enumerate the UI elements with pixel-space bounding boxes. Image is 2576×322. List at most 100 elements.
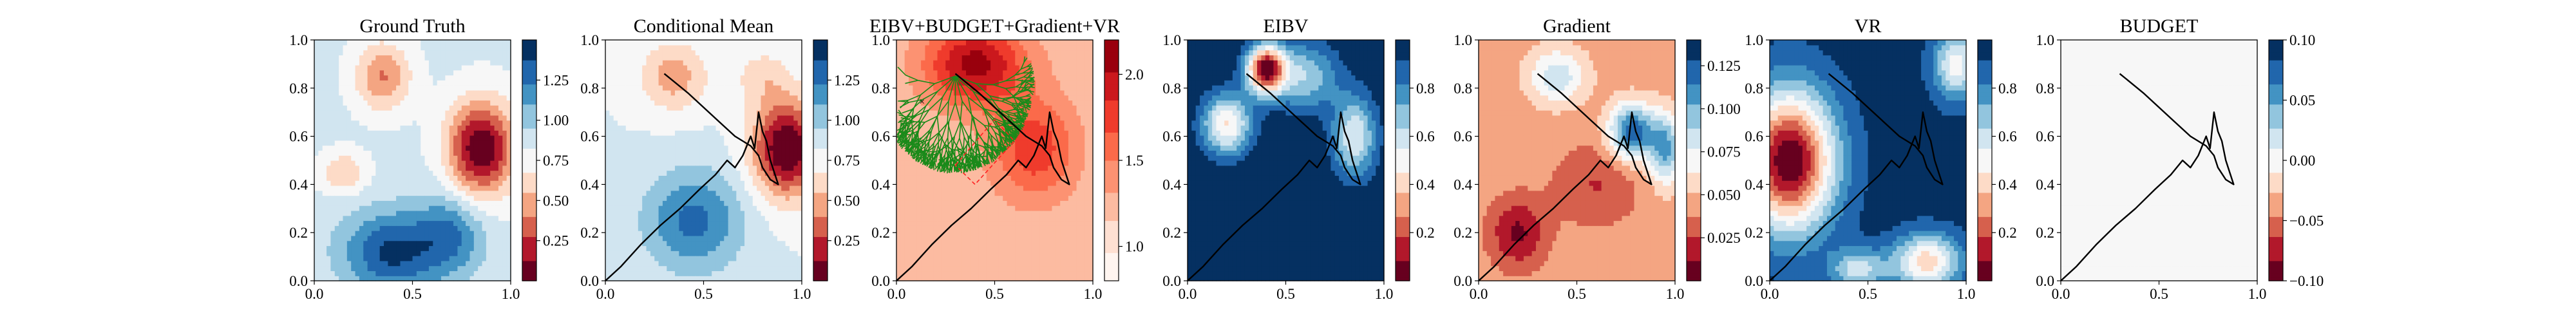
heatmap-cell [457,260,462,267]
heatmap-cell [687,231,692,236]
heatmap-cell [793,270,799,276]
heatmap-cell [618,105,623,111]
heatmap-cell [408,130,413,136]
heatmap-cell [797,220,802,226]
heatmap-cell [449,270,454,276]
heatmap-cell [695,260,700,267]
heatmap-cell [748,276,753,281]
heatmap-cell [900,55,905,61]
heatmap-cell [703,235,708,242]
heatmap-cell [605,235,610,242]
heatmap-cell [605,135,610,141]
heatmap-cell [773,265,778,272]
heatmap-cell [609,75,614,80]
heatmap-cell [346,44,352,51]
heatmap-cell [461,205,466,211]
heatmap-cell [757,245,762,251]
heatmap-cell [384,185,388,191]
heatmap-cell [437,105,442,111]
heatmap-cell [449,145,454,151]
heatmap-cell [433,245,438,251]
heatmap-cell [355,200,360,206]
heatmap-cell [449,245,454,251]
heatmap-cell [494,215,499,222]
heatmap-cell [327,180,332,186]
heatmap-cell [642,155,647,161]
heatmap-cell [797,256,802,261]
heatmap-cell [732,55,737,61]
heatmap-cell [630,90,635,96]
heatmap-cell [909,185,914,191]
heatmap-cell [433,90,438,96]
heatmap-cell [461,140,466,146]
colorbar-segment [813,152,828,157]
heatmap-cell [675,150,679,156]
heatmap-cell [777,195,782,201]
heatmap-cell [449,150,454,156]
heatmap-cell [359,185,364,191]
heatmap-cell [777,64,782,71]
heatmap-cell [646,55,651,61]
heatmap-cell [752,90,757,96]
heatmap-cell [789,225,794,231]
heatmap-cell [384,270,388,276]
heatmap-cell [314,265,319,272]
heatmap-cell [630,240,635,247]
heatmap-cell [740,190,745,196]
heatmap-cell [478,160,483,166]
heatmap-cell [404,175,409,181]
heatmap-cell [392,251,397,256]
heatmap-cell [618,251,623,256]
heatmap-cell [609,90,614,96]
heatmap-cell [900,205,905,211]
heatmap-cell [400,215,405,222]
heatmap-cell [388,165,393,171]
heatmap-cell [314,64,319,71]
heatmap-cell [461,125,466,131]
heatmap-cell [371,44,376,51]
heatmap-cell [343,245,348,251]
heatmap-cell [404,265,409,272]
heatmap-cell [334,50,339,55]
heatmap-cell [732,44,737,51]
heatmap-cell [896,125,901,131]
heatmap-cell [752,64,757,71]
heatmap-cell [502,245,507,251]
heatmap-cell [642,225,647,231]
heatmap-cell [904,276,909,281]
heatmap-cell [445,185,450,191]
heatmap-cell [506,175,511,181]
heatmap-cell [736,185,741,191]
heatmap-cell [764,50,770,55]
heatmap-cell [466,150,471,156]
heatmap-cell [322,180,327,186]
heatmap-cell [662,110,667,116]
colorbar-segment [522,52,536,57]
heatmap-cell [498,215,503,222]
heatmap-cell [797,115,802,121]
heatmap-cell [703,240,708,247]
heatmap-cell [687,240,692,247]
heatmap-cell [379,120,384,126]
heatmap-cell [699,260,705,267]
heatmap-cell [327,256,332,261]
heatmap-cell [781,105,786,111]
heatmap-cell [719,251,724,256]
heatmap-cell [793,256,799,261]
heatmap-cell [457,210,462,216]
heatmap-cell [785,256,790,261]
heatmap-cell [752,265,757,272]
heatmap-cell [728,115,733,121]
heatmap-cell [621,265,627,272]
heatmap-cell [621,105,627,111]
heatmap-cell [314,175,319,181]
heatmap-cell [486,60,491,66]
heatmap-cell [662,125,667,131]
colorbar-segment [813,252,828,258]
heatmap-cell [498,276,503,281]
heatmap-cell [748,240,753,247]
heatmap-cell [777,155,782,161]
colorbar-segment [813,40,828,44]
heatmap-cell [896,190,901,196]
heatmap-cell [667,80,672,86]
